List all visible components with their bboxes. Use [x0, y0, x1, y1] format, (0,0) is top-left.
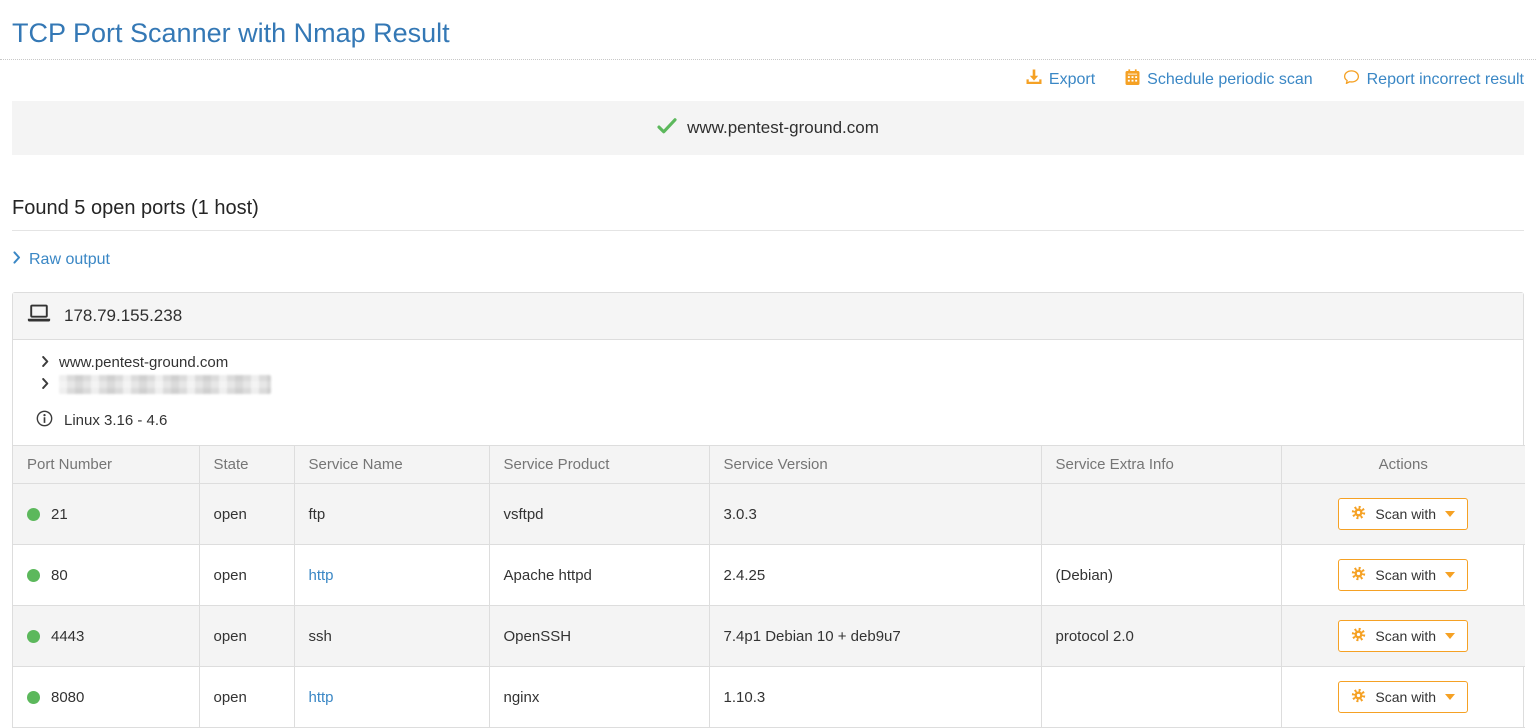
chevron-right-icon	[12, 251, 21, 269]
laptop-icon	[27, 304, 51, 328]
chevron-right-icon	[41, 376, 49, 393]
port-row: 21 open ftp vsftpd 3.0.3 Scan with	[13, 483, 1525, 545]
host-details: www.pentest-ground.com Linux 3.16 - 4.6	[13, 340, 1523, 445]
os-label: Linux 3.16 - 4.6	[64, 412, 168, 429]
port-state: open	[198, 605, 294, 667]
open-port-dot	[27, 690, 40, 704]
check-icon	[657, 117, 677, 139]
scan-with-button[interactable]: Scan with	[1338, 681, 1469, 713]
export-label: Export	[1048, 70, 1096, 88]
hostname-item[interactable]: www.pentest-ground.com	[27, 352, 1509, 373]
gear-icon	[1351, 688, 1366, 706]
service-extra-info: protocol 2.0	[1040, 605, 1281, 667]
chevron-right-icon	[41, 354, 49, 371]
scan-with-button[interactable]: Scan with	[1338, 559, 1469, 591]
col-state: State	[198, 445, 294, 484]
os-detection: Linux 3.16 - 4.6	[27, 410, 1509, 431]
service-product: Apache httpd	[488, 544, 709, 606]
col-service-product: Service Product	[488, 445, 709, 484]
report-label: Report incorrect result	[1366, 70, 1524, 88]
info-circle-icon	[36, 410, 53, 431]
redacted-hostname-item[interactable]	[27, 373, 1509, 396]
gear-icon	[1351, 566, 1366, 584]
col-service-version: Service Version	[708, 445, 1041, 484]
page-title: TCP Port Scanner with Nmap Result	[12, 18, 450, 48]
service-version: 3.0.3	[708, 483, 1041, 545]
col-port-number: Port Number	[13, 445, 199, 484]
port-number: 21	[51, 505, 68, 523]
port-row: 4443 open ssh OpenSSH 7.4p1 Debian 10 + …	[13, 605, 1525, 667]
port-number: 80	[51, 566, 68, 584]
host-panel-header: 178.79.155.238	[13, 293, 1523, 340]
caret-down-icon	[1445, 633, 1456, 639]
redacted-hostname	[59, 375, 271, 394]
service-name: ftp	[308, 505, 326, 523]
report-incorrect-result-button[interactable]: Report incorrect result	[1343, 69, 1524, 90]
service-product: OpenSSH	[488, 605, 709, 667]
schedule-periodic-scan-button[interactable]: Schedule periodic scan	[1125, 69, 1313, 90]
service-extra-info	[1040, 666, 1281, 728]
service-name: ssh	[308, 627, 332, 645]
raw-output-label: Raw output	[29, 251, 110, 268]
result-toolbar: Export Schedule periodic scan Report inc…	[12, 60, 1524, 101]
hostname-label: www.pentest-ground.com	[59, 354, 229, 371]
target-hostname: www.pentest-ground.com	[687, 118, 879, 137]
caret-down-icon	[1445, 694, 1456, 700]
col-service-name: Service Name	[293, 445, 489, 484]
service-product: nginx	[488, 666, 709, 728]
export-button[interactable]: Export	[1026, 69, 1095, 90]
service-name[interactable]: http	[308, 688, 334, 706]
scan-with-label: Scan with	[1375, 567, 1437, 583]
port-state: open	[198, 666, 294, 728]
summary-heading: Found 5 open ports (1 host)	[12, 197, 1524, 231]
service-version: 2.4.25	[708, 544, 1041, 606]
gear-icon	[1351, 505, 1366, 523]
open-port-dot	[27, 507, 40, 521]
col-service-extra-info: Service Extra Info	[1040, 445, 1281, 484]
open-port-dot	[27, 568, 40, 582]
scan-with-label: Scan with	[1375, 506, 1437, 522]
open-port-dot	[27, 629, 40, 643]
page: TCP Port Scanner with Nmap Result	[0, 0, 1536, 50]
target-banner: www.pentest-ground.com	[12, 101, 1524, 155]
raw-output-link[interactable]: Raw output	[12, 251, 110, 269]
gear-icon	[1351, 627, 1366, 645]
service-extra-info: (Debian)	[1040, 544, 1281, 606]
caret-down-icon	[1445, 572, 1456, 578]
scan-with-label: Scan with	[1375, 689, 1437, 705]
service-name[interactable]: http	[308, 566, 334, 584]
caret-down-icon	[1445, 511, 1456, 517]
scan-with-button[interactable]: Scan with	[1338, 498, 1469, 530]
schedule-label: Schedule periodic scan	[1147, 70, 1313, 88]
scan-with-label: Scan with	[1375, 628, 1437, 644]
port-state: open	[198, 483, 294, 545]
calendar-icon	[1125, 69, 1140, 90]
port-state: open	[198, 544, 294, 606]
host-panel: 178.79.155.238 www.pentest-ground.com Li…	[12, 292, 1525, 728]
port-number: 8080	[51, 688, 85, 706]
port-row: 8080 open http nginx 1.10.3 Scan with	[13, 666, 1525, 728]
ports-table-header: Port Number State Service Name Service P…	[13, 445, 1525, 484]
port-number: 4443	[51, 627, 85, 645]
port-row: 80 open http Apache httpd 2.4.25 (Debian…	[13, 544, 1525, 606]
service-product: vsftpd	[488, 483, 709, 545]
scan-with-button[interactable]: Scan with	[1338, 620, 1469, 652]
col-actions: Actions	[1280, 445, 1525, 484]
ports-table: Port Number State Service Name Service P…	[13, 445, 1525, 728]
title-divider	[0, 59, 1536, 60]
download-icon	[1026, 69, 1042, 90]
host-ip: 178.79.155.238	[64, 306, 183, 325]
service-extra-info	[1040, 483, 1281, 545]
speech-bubble-icon	[1343, 69, 1360, 90]
service-version: 7.4p1 Debian 10 + deb9u7	[708, 605, 1041, 667]
service-version: 1.10.3	[708, 666, 1041, 728]
